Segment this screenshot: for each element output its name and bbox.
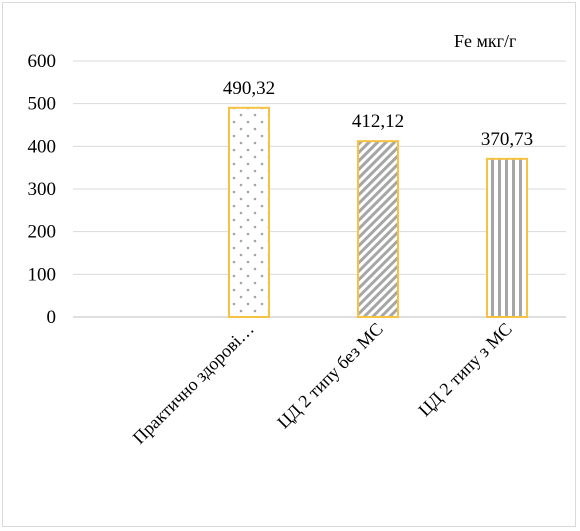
y-tick-label: 300 xyxy=(28,179,57,200)
x-category-label: Практично здорові… xyxy=(129,319,258,448)
y-tick-label: 0 xyxy=(47,307,57,328)
x-category-label: ЦД 2 типу без МС xyxy=(273,319,387,433)
y-tick-label: 100 xyxy=(28,264,57,285)
y-tick-label: 400 xyxy=(28,136,57,157)
y-tick-label: 200 xyxy=(28,222,57,243)
chart-frame xyxy=(2,2,576,527)
bar xyxy=(357,140,399,318)
legend-text: Fe мкг/г xyxy=(454,31,516,51)
x-category-label: ЦД 2 типу з МС xyxy=(414,319,515,420)
bar xyxy=(228,106,270,318)
data-label: 490,32 xyxy=(223,78,275,99)
y-tick-label: 600 xyxy=(28,51,57,72)
data-label: 370,73 xyxy=(481,129,533,150)
data-label: 412,12 xyxy=(352,111,404,132)
y-tick-label: 500 xyxy=(28,94,57,115)
bar xyxy=(486,157,528,318)
